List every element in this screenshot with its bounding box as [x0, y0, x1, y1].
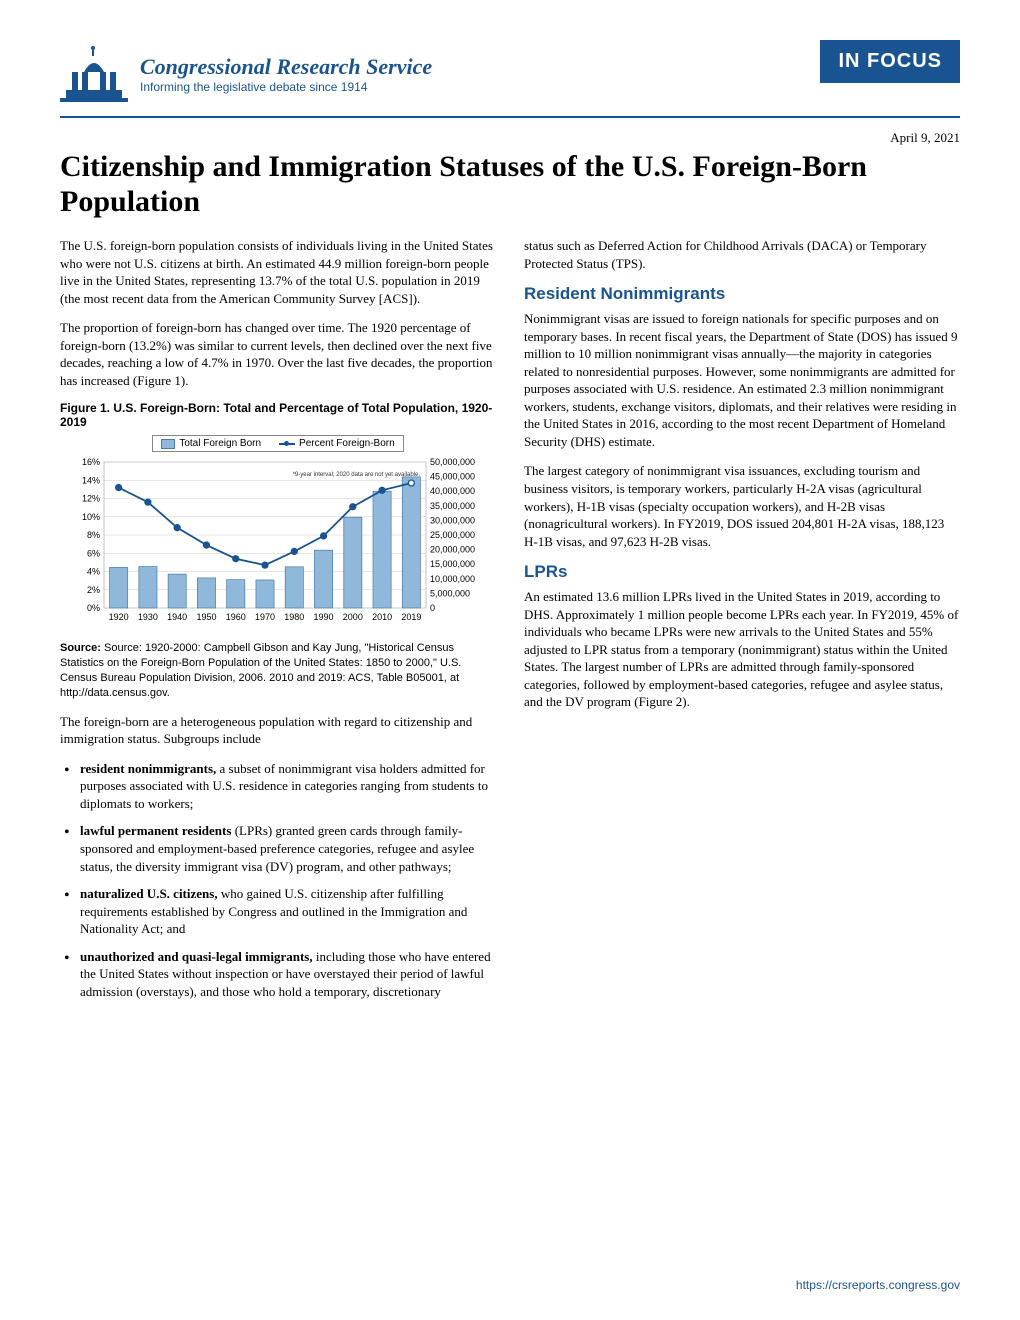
svg-text:1980: 1980	[284, 612, 304, 622]
source-text: Source: 1920-2000: Campbell Gibson and K…	[60, 642, 461, 699]
svg-text:1920: 1920	[109, 612, 129, 622]
svg-text:6%: 6%	[87, 549, 100, 559]
logo-text: Congressional Research Service Informing…	[140, 54, 432, 94]
section-lprs: LPRs	[524, 562, 960, 582]
document-title: Citizenship and Immigration Statuses of …	[60, 150, 960, 219]
legend-bar-label: Total Foreign Born	[179, 438, 261, 449]
svg-text:2000: 2000	[343, 612, 363, 622]
svg-text:35,000,000: 35,000,000	[430, 501, 475, 511]
subgroups-intro: The foreign-born are a heterogeneous pop…	[60, 713, 496, 748]
subgroup-bullets: resident nonimmigrants, a subset of noni…	[60, 760, 496, 1001]
svg-text:25,000,000: 25,000,000	[430, 530, 475, 540]
svg-text:15,000,000: 15,000,000	[430, 560, 475, 570]
svg-text:1950: 1950	[196, 612, 216, 622]
logo-block: Congressional Research Service Informing…	[60, 40, 432, 108]
svg-text:1940: 1940	[167, 612, 187, 622]
svg-text:0: 0	[430, 603, 435, 613]
intro-para-2: The proportion of foreign-born has chang…	[60, 319, 496, 389]
intro-para-1: The U.S. foreign-born population consist…	[60, 237, 496, 307]
svg-text:45,000,000: 45,000,000	[430, 472, 475, 482]
svg-text:2010: 2010	[372, 612, 392, 622]
publication-date: April 9, 2021	[60, 130, 960, 146]
page-header: Congressional Research Service Informing…	[60, 40, 960, 118]
right-column: status such as Deferred Action for Child…	[524, 237, 960, 1012]
svg-text:1970: 1970	[255, 612, 275, 622]
svg-text:30,000,000: 30,000,000	[430, 516, 475, 526]
nonimmigrants-para-2: The largest category of nonimmigrant vis…	[524, 462, 960, 550]
svg-text:16%: 16%	[82, 457, 100, 467]
svg-text:8%: 8%	[87, 530, 100, 540]
legend-line-swatch	[279, 443, 295, 445]
legend-bar: Total Foreign Born	[161, 438, 261, 449]
svg-text:20,000,000: 20,000,000	[430, 545, 475, 555]
chart-svg: 0% 2% 4% 6% 8% 10% 12% 14% 16% 0 5,000,000 10,000,0…	[60, 456, 496, 628]
legend-line: Percent Foreign-Born	[279, 438, 395, 449]
section-resident-nonimmigrants: Resident Nonimmigrants	[524, 284, 960, 304]
legend-bar-swatch	[161, 439, 175, 449]
capitol-icon	[60, 40, 128, 108]
svg-text:*9-year interval; 2020 data ar: *9-year interval; 2020 data are not yet …	[293, 472, 421, 478]
nonimmigrants-para-1: Nonimmigrant visas are issued to foreign…	[524, 310, 960, 450]
figure-1-chart: Total Foreign Born Percent Foreign-Born …	[60, 435, 496, 635]
legend-line-label: Percent Foreign-Born	[299, 438, 395, 449]
bullet-item: naturalized U.S. citizens, who gained U.…	[60, 885, 496, 938]
svg-text:10,000,000: 10,000,000	[430, 574, 475, 584]
tagline: Informing the legislative debate since 1…	[140, 80, 432, 94]
bullet-item: unauthorized and quasi-legal immigrants,…	[60, 948, 496, 1001]
chart-legend: Total Foreign Born Percent Foreign-Born	[152, 435, 403, 452]
bullet-item: resident nonimmigrants, a subset of noni…	[60, 760, 496, 813]
figure-1-title: Figure 1. U.S. Foreign-Born: Total and P…	[60, 401, 496, 429]
in-focus-badge: IN FOCUS	[820, 40, 960, 83]
svg-text:1930: 1930	[138, 612, 158, 622]
svg-text:4%: 4%	[87, 567, 100, 577]
two-column-layout: The U.S. foreign-born population consist…	[60, 237, 960, 1012]
svg-text:5,000,000: 5,000,000	[430, 589, 470, 599]
left-column: The U.S. foreign-born population consist…	[60, 237, 496, 1012]
svg-text:2%: 2%	[87, 585, 100, 595]
svg-text:2019: 2019	[401, 612, 421, 622]
svg-text:50,000,000: 50,000,000	[430, 457, 475, 467]
svg-text:0%: 0%	[87, 603, 100, 613]
bullet-item: lawful permanent residents (LPRs) grante…	[60, 822, 496, 875]
svg-text:1960: 1960	[226, 612, 246, 622]
continuation-para: status such as Deferred Action for Child…	[524, 237, 960, 272]
svg-text:12%: 12%	[82, 494, 100, 504]
org-name: Congressional Research Service	[140, 54, 432, 80]
svg-text:14%: 14%	[82, 476, 100, 486]
figure-1-source: Source: Source: 1920-2000: Campbell Gibs…	[60, 641, 496, 700]
svg-text:10%: 10%	[82, 512, 100, 522]
lprs-para: An estimated 13.6 million LPRs lived in …	[524, 588, 960, 711]
footer-url[interactable]: https://crsreports.congress.gov	[796, 1278, 960, 1292]
svg-text:1990: 1990	[314, 612, 334, 622]
svg-text:40,000,000: 40,000,000	[430, 487, 475, 497]
